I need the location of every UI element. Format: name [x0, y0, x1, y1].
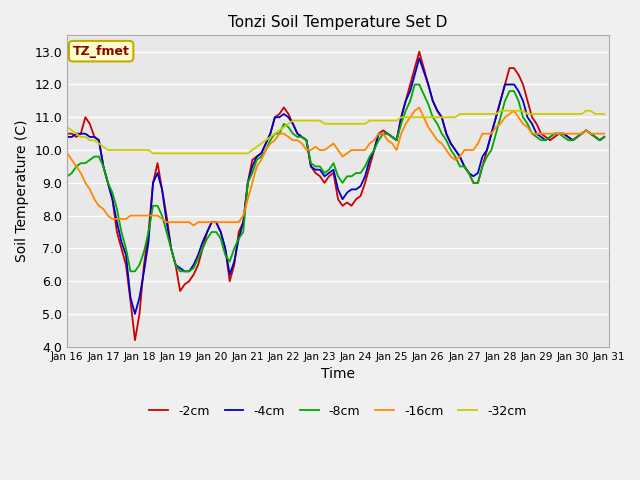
-16cm	[600, 131, 608, 136]
-16cm	[415, 105, 423, 110]
-32cm	[492, 111, 500, 117]
-2cm	[366, 164, 374, 169]
-32cm	[497, 108, 504, 114]
-4cm	[497, 98, 504, 104]
-32cm	[591, 111, 599, 117]
-4cm	[442, 131, 450, 136]
-16cm	[591, 131, 599, 136]
Line: -4cm: -4cm	[67, 58, 604, 314]
-16cm	[442, 147, 450, 153]
-8cm	[212, 229, 220, 235]
-16cm	[212, 219, 220, 225]
-32cm	[180, 150, 188, 156]
-16cm	[190, 223, 198, 228]
-8cm	[591, 134, 599, 140]
X-axis label: Time: Time	[321, 367, 355, 381]
-2cm	[212, 219, 220, 225]
-2cm	[497, 98, 504, 104]
-4cm	[415, 55, 423, 61]
Line: -16cm: -16cm	[67, 108, 604, 226]
Legend: -2cm, -4cm, -8cm, -16cm, -32cm: -2cm, -4cm, -8cm, -16cm, -32cm	[145, 400, 532, 423]
-32cm	[600, 111, 608, 117]
-2cm	[180, 282, 188, 288]
-32cm	[63, 124, 71, 130]
-2cm	[415, 49, 423, 55]
Line: -2cm: -2cm	[67, 52, 604, 340]
Line: -8cm: -8cm	[67, 84, 604, 271]
-8cm	[366, 154, 374, 159]
-4cm	[212, 219, 220, 225]
Line: -32cm: -32cm	[67, 111, 604, 153]
-16cm	[497, 121, 504, 127]
-16cm	[176, 219, 184, 225]
-32cm	[149, 150, 157, 156]
-2cm	[131, 337, 139, 343]
-16cm	[63, 150, 71, 156]
-4cm	[63, 134, 71, 140]
-2cm	[600, 134, 608, 140]
-8cm	[180, 268, 188, 274]
-4cm	[366, 157, 374, 163]
-8cm	[497, 114, 504, 120]
-8cm	[63, 173, 71, 179]
-8cm	[411, 82, 419, 87]
-8cm	[442, 137, 450, 143]
-4cm	[591, 134, 599, 140]
-32cm	[438, 114, 445, 120]
-4cm	[600, 134, 608, 140]
-4cm	[180, 268, 188, 274]
-16cm	[366, 141, 374, 146]
-2cm	[442, 131, 450, 136]
-32cm	[366, 118, 374, 123]
-8cm	[127, 268, 134, 274]
-8cm	[600, 134, 608, 140]
Y-axis label: Soil Temperature (C): Soil Temperature (C)	[15, 120, 29, 262]
Title: Tonzi Soil Temperature Set D: Tonzi Soil Temperature Set D	[228, 15, 448, 30]
-2cm	[591, 134, 599, 140]
-2cm	[63, 131, 71, 136]
-32cm	[212, 150, 220, 156]
-4cm	[131, 311, 139, 317]
Text: TZ_fmet: TZ_fmet	[73, 45, 129, 58]
